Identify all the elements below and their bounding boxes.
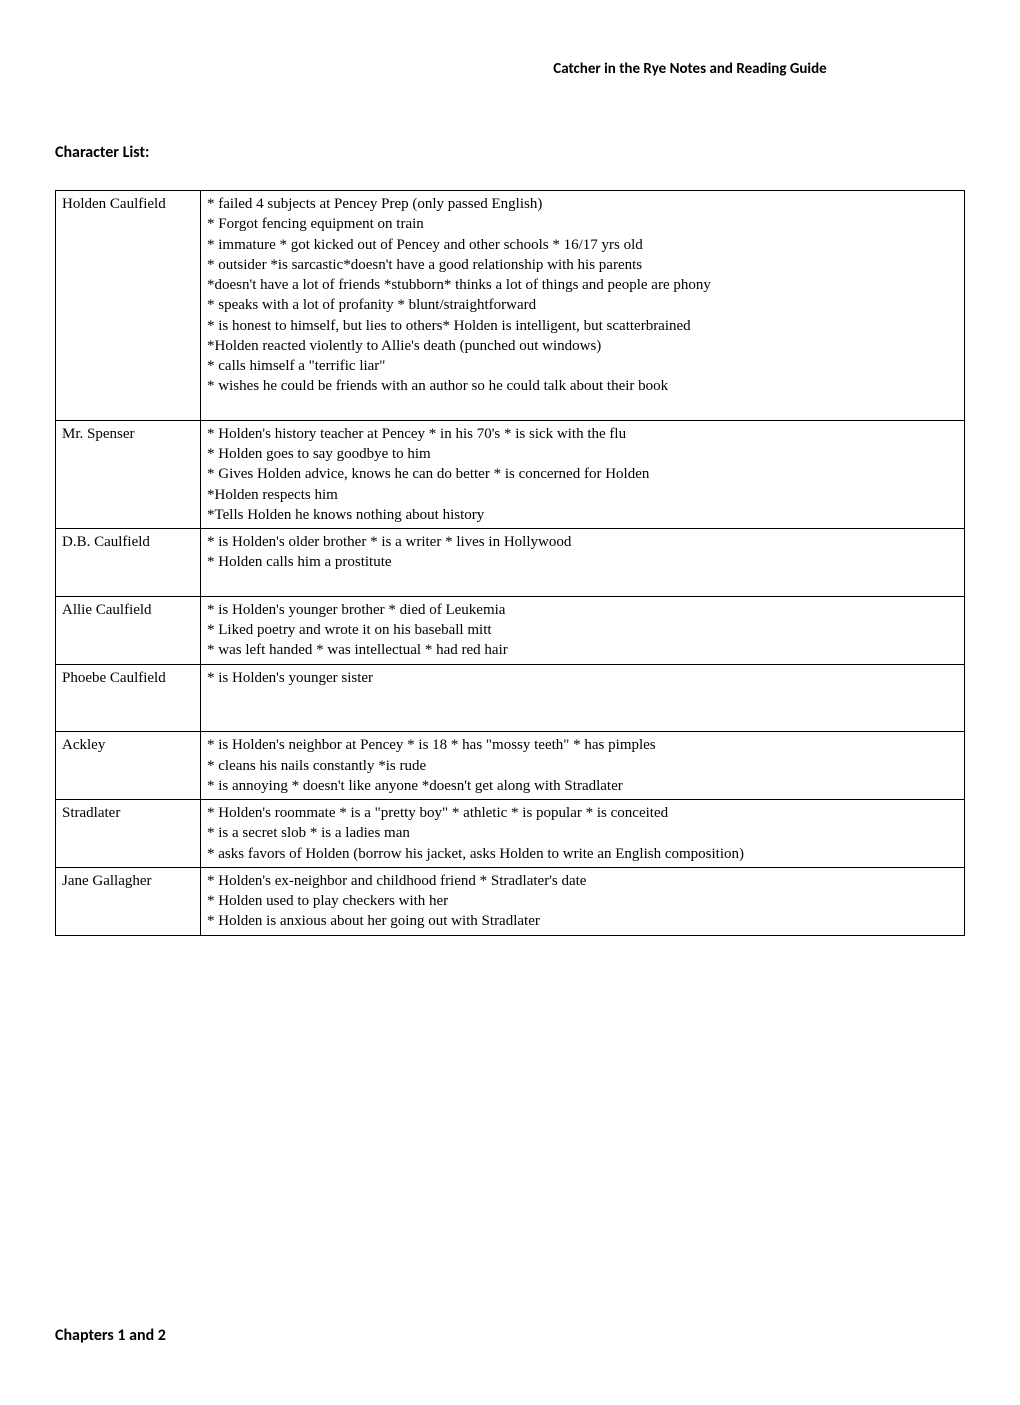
character-description-cell: * Holden's history teacher at Pencey * i…	[201, 420, 965, 528]
description-line: * was left handed * was intellectual * h…	[207, 640, 958, 660]
description-line: * is Holden's younger brother * died of …	[207, 600, 958, 620]
table-row: Phoebe Caulfield * is Holden's younger si…	[56, 664, 965, 732]
description-line: * speaks with a lot of profanity * blunt…	[207, 295, 958, 315]
table-row: Holden Caulfield * failed 4 subjects at P…	[56, 191, 965, 421]
description-line: * is Holden's neighbor at Pencey * is 18…	[207, 735, 958, 755]
character-description-cell: * failed 4 subjects at Pencey Prep (only…	[201, 191, 965, 421]
character-name-cell: Holden Caulfield	[56, 191, 201, 421]
description-line: * is Holden's younger sister	[207, 668, 958, 688]
character-name-cell: Ackley	[56, 732, 201, 800]
chapters-heading: Chapters 1 and 2	[55, 1326, 965, 1345]
table-row: D.B. Caulfield * is Holden's older brothe…	[56, 529, 965, 597]
description-line: * is honest to himself, but lies to othe…	[207, 316, 958, 336]
description-line	[207, 708, 958, 728]
character-name-cell: Jane Gallagher	[56, 867, 201, 935]
character-description-cell: * is Holden's neighbor at Pencey * is 18…	[201, 732, 965, 800]
character-list-heading: Character List:	[55, 143, 965, 162]
description-line: * Forgot fencing equipment on train	[207, 214, 958, 234]
description-line: *Tells Holden he knows nothing about his…	[207, 505, 958, 525]
character-description-cell: * Holden's ex-neighbor and childhood fri…	[201, 867, 965, 935]
character-name-cell: Stradlater	[56, 800, 201, 868]
character-description-cell: * is Holden's older brother * is a write…	[201, 529, 965, 597]
description-line: * Holden goes to say goodbye to him	[207, 444, 958, 464]
table-row: Mr. Spenser * Holden's history teacher at…	[56, 420, 965, 528]
description-line: * Holden's ex-neighbor and childhood fri…	[207, 871, 958, 891]
description-line: * Gives Holden advice, knows he can do b…	[207, 464, 958, 484]
chapters-title-text: Chapters 1 and 2	[55, 1326, 166, 1345]
description-line: * cleans his nails constantly *is rude	[207, 756, 958, 776]
character-name-cell: Phoebe Caulfield	[56, 664, 201, 732]
description-line: * Holden calls him a prostitute	[207, 552, 958, 572]
table-row: Stradlater * Holden's roommate * is a "pr…	[56, 800, 965, 868]
character-description-cell: * is Holden's younger sister	[201, 664, 965, 732]
character-name-cell: D.B. Caulfield	[56, 529, 201, 597]
description-line: *Holden reacted violently to Allie's dea…	[207, 336, 958, 356]
description-line: *doesn't have a lot of friends *stubborn…	[207, 275, 958, 295]
description-line: * is a secret slob * is a ladies man	[207, 823, 958, 843]
character-description-cell: * is Holden's younger brother * died of …	[201, 596, 965, 664]
character-description-cell: * Holden's roommate * is a "pretty boy" …	[201, 800, 965, 868]
table-row: Jane Gallagher * Holden's ex-neighbor and…	[56, 867, 965, 935]
description-line: * wishes he could be friends with an aut…	[207, 376, 958, 396]
description-line: * asks favors of Holden (borrow his jack…	[207, 844, 958, 864]
description-line: * calls himself a "terrific liar"	[207, 356, 958, 376]
description-line: * Holden is anxious about her going out …	[207, 911, 958, 931]
page-header: Catcher in the Rye Notes and Reading Gui…	[55, 60, 965, 78]
character-name-cell: Mr. Spenser	[56, 420, 201, 528]
description-line: * Holden used to play checkers with her	[207, 891, 958, 911]
description-line: *Holden respects him	[207, 485, 958, 505]
description-line: * is Holden's older brother * is a write…	[207, 532, 958, 552]
description-line: * Holden's roommate * is a "pretty boy" …	[207, 803, 958, 823]
description-line	[207, 573, 958, 593]
header-title: Catcher in the Rye Notes and Reading Gui…	[553, 60, 826, 78]
description-line	[207, 688, 958, 708]
description-line: * Liked poetry and wrote it on his baseb…	[207, 620, 958, 640]
table-row: Ackley * is Holden's neighbor at Pencey *…	[56, 732, 965, 800]
description-line: * outsider *is sarcastic*doesn't have a …	[207, 255, 958, 275]
description-line: * failed 4 subjects at Pencey Prep (only…	[207, 194, 958, 214]
description-line: * immature * got kicked out of Pencey an…	[207, 235, 958, 255]
character-name-cell: Allie Caulfield	[56, 596, 201, 664]
description-line: * is annoying * doesn't like anyone *doe…	[207, 776, 958, 796]
description-line	[207, 397, 958, 417]
character-list-title-text: Character List:	[55, 143, 149, 162]
character-table: Holden Caulfield * failed 4 subjects at P…	[55, 190, 965, 936]
table-row: Allie Caulfield * is Holden's younger bro…	[56, 596, 965, 664]
description-line: * Holden's history teacher at Pencey * i…	[207, 424, 958, 444]
